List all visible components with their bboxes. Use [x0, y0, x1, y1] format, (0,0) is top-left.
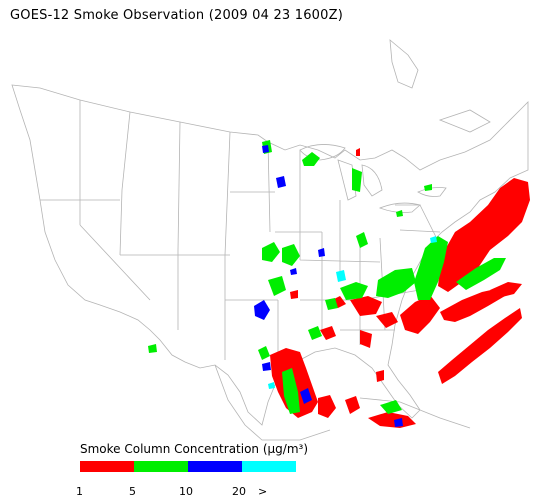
smoke-patch	[356, 148, 360, 156]
smoke-patch	[254, 300, 270, 320]
smoke-patch	[424, 184, 432, 191]
smoke-patch	[282, 368, 300, 414]
legend-color-bar	[80, 461, 296, 472]
legend-swatch-green	[134, 461, 188, 472]
smoke-patch	[290, 290, 298, 299]
smoke-patch	[440, 288, 505, 322]
state-lines	[40, 100, 441, 360]
smoke-patch	[376, 370, 384, 382]
legend-tick: 5	[129, 485, 136, 498]
legend-tick: 1	[76, 485, 83, 498]
smoke-patch	[302, 152, 320, 166]
smoke-patch	[394, 418, 403, 427]
smoke-patch	[308, 326, 322, 340]
mexico-coast	[214, 364, 471, 441]
smoke-patch	[438, 178, 530, 292]
smoke-patch	[352, 168, 362, 192]
legend-swatch-red	[80, 461, 134, 472]
legend-tick: 10	[179, 485, 193, 498]
smoke-green	[148, 140, 506, 414]
legend-swatch-blue	[188, 461, 242, 472]
smoke-patch	[340, 282, 368, 300]
legend-tick: >	[258, 485, 268, 498]
smoke-patch	[456, 258, 506, 290]
smoke-patch	[368, 412, 416, 428]
smoke-patch	[380, 400, 402, 414]
smoke-patch	[376, 312, 398, 328]
smoke-patch	[400, 295, 440, 334]
smoke-patch	[345, 396, 360, 414]
legend-title: Smoke Column Concentration (μg/m³)	[80, 442, 308, 456]
canada-islands	[389, 39, 491, 133]
smoke-patch	[332, 296, 346, 308]
map-title: GOES-12 Smoke Observation (2009 04 23 16…	[10, 8, 343, 23]
great-lakes	[299, 144, 447, 213]
smoke-patch	[396, 210, 403, 217]
smoke-patch	[268, 382, 275, 389]
smoke-patch	[262, 145, 269, 153]
smoke-patch	[430, 236, 437, 243]
smoke-patch	[320, 326, 336, 340]
smoke-layer	[148, 140, 530, 428]
smoke-patch	[360, 330, 372, 348]
smoke-patch	[318, 395, 336, 418]
legend-tick: 20	[232, 485, 246, 498]
smoke-patch	[262, 362, 271, 371]
smoke-patch	[268, 276, 286, 296]
smoke-patch	[290, 268, 297, 275]
smoke-patch	[356, 232, 368, 248]
smoke-patch	[414, 236, 448, 300]
smoke-patch	[376, 268, 416, 298]
legend-swatch-cyan	[242, 461, 296, 472]
smoke-patch	[490, 282, 522, 298]
smoke-patch	[258, 346, 270, 360]
smoke-patch	[318, 248, 325, 257]
smoke-patch	[350, 296, 382, 316]
smoke-patch	[276, 176, 286, 188]
smoke-cyan	[268, 236, 437, 389]
smoke-patch	[325, 298, 338, 310]
smoke-blue	[254, 145, 403, 427]
smoke-patch	[282, 244, 300, 266]
smoke-patch	[262, 242, 280, 262]
us-outline	[11, 84, 529, 426]
smoke-patch	[148, 344, 157, 353]
smoke-patch	[336, 270, 346, 282]
smoke-patch	[438, 308, 522, 384]
smoke-patch	[300, 388, 312, 404]
